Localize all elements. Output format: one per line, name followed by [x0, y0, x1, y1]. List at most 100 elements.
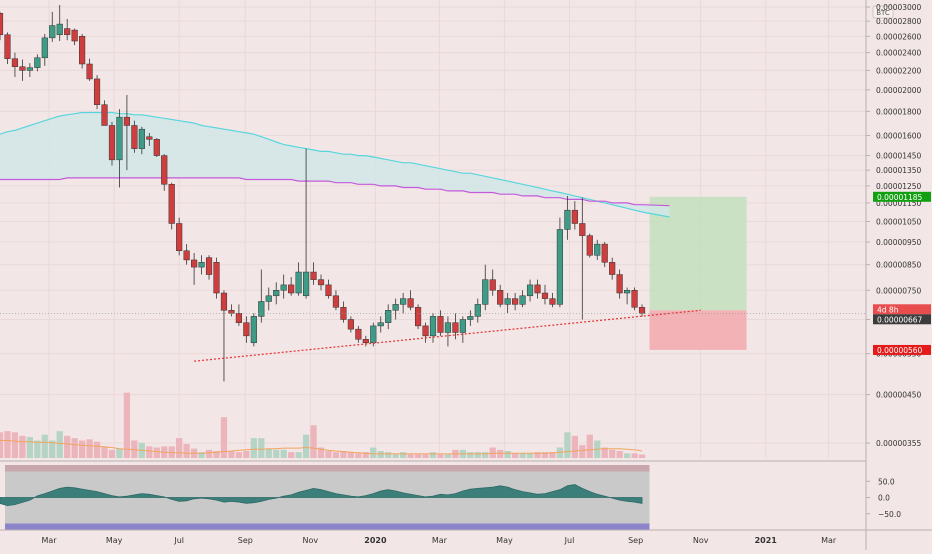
candle-body — [355, 328, 362, 340]
candle-body — [138, 128, 145, 149]
volume-bar — [153, 447, 160, 458]
price-label-bg — [873, 314, 931, 325]
volume-bar — [258, 438, 265, 458]
candle-body — [317, 279, 325, 286]
candle-body — [616, 274, 623, 294]
y-tick-label: 0.00002600 — [876, 32, 922, 41]
y-tick-label: 0.00002200 — [876, 66, 922, 75]
candle-body — [213, 262, 220, 294]
y-tick-label: 0.00000750 — [876, 286, 922, 295]
volume-bar — [116, 448, 123, 458]
volume-bar — [183, 444, 190, 458]
candle-body — [280, 284, 287, 291]
candle-body — [414, 307, 422, 327]
volume-bar — [131, 440, 138, 458]
candle-body — [205, 257, 213, 275]
volume-bar — [616, 451, 623, 458]
candle-body — [497, 290, 504, 305]
volume-bar — [273, 449, 280, 458]
x-tick-label: Jul — [173, 536, 184, 545]
volume-bar — [571, 435, 578, 458]
volume-bar — [325, 451, 332, 458]
support-trendline — [194, 309, 701, 362]
volume-bar — [168, 446, 175, 458]
candle-body — [586, 235, 593, 256]
volume-bar — [497, 449, 504, 458]
volume-bar — [101, 446, 108, 458]
candle-body — [601, 243, 608, 263]
volume-bar — [623, 453, 631, 458]
candle-body — [34, 57, 41, 68]
y-tick-label: 0.00000450 — [876, 391, 922, 400]
volume-bar — [198, 452, 205, 458]
candle-body — [631, 290, 638, 308]
volume-bar — [280, 449, 287, 458]
price-label-text: 0.00000560 — [877, 346, 923, 355]
candle-body — [392, 304, 399, 311]
volume-bar — [228, 451, 235, 458]
candle-body — [295, 271, 302, 294]
candle-body — [273, 290, 280, 297]
y-tick-label: 0.00001250 — [876, 182, 922, 191]
candle-body — [579, 223, 586, 236]
candle-body — [519, 295, 526, 305]
candle-body — [609, 262, 616, 275]
candle-body — [220, 292, 228, 311]
candle-body — [347, 319, 354, 330]
candle-body — [250, 316, 257, 344]
price-axis-panel — [866, 0, 932, 550]
candle-body — [183, 250, 190, 261]
volume-ma-line — [0, 440, 643, 455]
volume-bar — [549, 452, 556, 458]
candle-body — [377, 322, 384, 327]
price-label-bg — [873, 304, 931, 315]
volume-bar — [601, 447, 608, 458]
volume-bar — [631, 453, 638, 458]
y-tick-label: 0.00002000 — [876, 86, 922, 95]
ma-cloud-fill — [0, 112, 670, 217]
candle-body — [302, 271, 310, 297]
stop-zone — [649, 310, 747, 350]
volume-bar — [265, 448, 272, 458]
candle-body — [265, 295, 272, 302]
volume-bar — [362, 452, 369, 458]
candle-body — [288, 284, 295, 294]
price-label-bg — [873, 191, 931, 202]
volume-bar — [519, 453, 526, 458]
oscillator-top-band — [5, 465, 650, 472]
volume-bar — [392, 454, 399, 458]
osc-tick-label: 0.0 — [878, 494, 890, 503]
price-label-bg — [873, 344, 931, 355]
volume-bar — [19, 435, 26, 458]
currency-badge — [872, 5, 894, 19]
x-tick-label: Nov — [303, 536, 319, 545]
candle-body — [116, 116, 123, 161]
y-tick-label: 0.00001150 — [876, 199, 922, 208]
candle-body — [168, 184, 175, 224]
x-tick-label: Nov — [693, 536, 709, 545]
candle-body — [571, 209, 578, 224]
candle-body — [198, 262, 205, 268]
candle-body — [385, 310, 392, 323]
volume-bar — [414, 454, 422, 458]
volume-bar — [541, 452, 549, 458]
volume-bar — [370, 447, 377, 458]
candle-body — [332, 295, 340, 308]
y-tick-label: 0.00000355 — [876, 439, 922, 448]
volume-bar — [302, 434, 310, 458]
volume-bar — [579, 445, 586, 458]
volume-bar — [205, 449, 213, 458]
ma-cloud — [0, 111, 670, 218]
candle-body — [79, 36, 86, 65]
candle-body — [176, 223, 183, 252]
oscillator-pane — [0, 465, 650, 530]
currency-label: BTC — [876, 9, 890, 17]
candle-body — [56, 23, 63, 35]
x-tick-label: Mar — [432, 536, 448, 545]
volume-bar — [123, 392, 131, 458]
volume-bar — [340, 451, 347, 458]
candle-body — [191, 259, 198, 268]
candle-body — [482, 279, 489, 305]
volume-bar — [34, 440, 41, 458]
